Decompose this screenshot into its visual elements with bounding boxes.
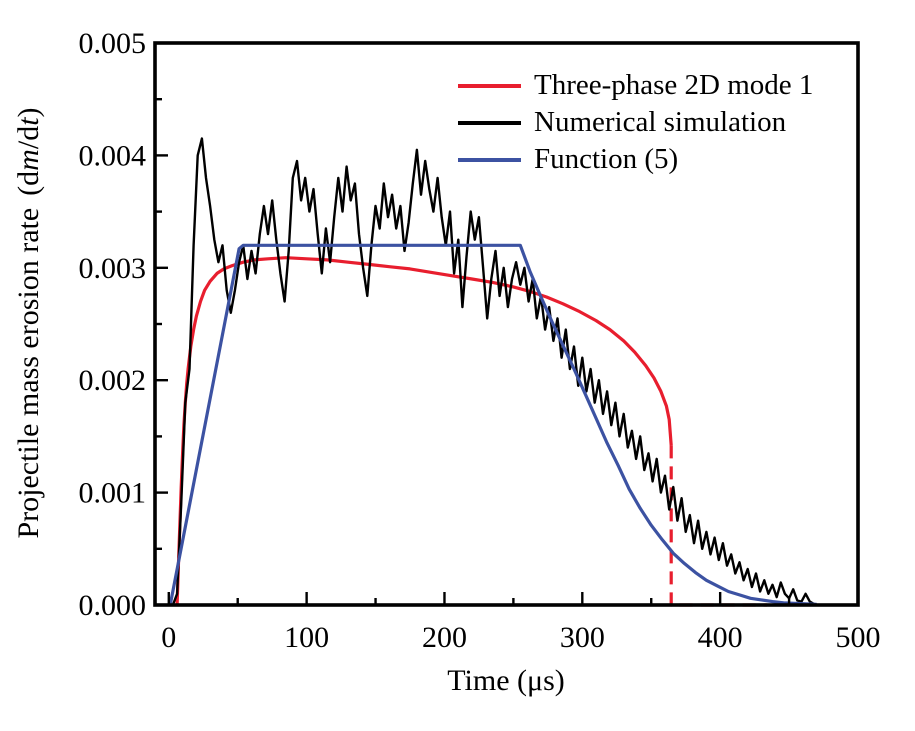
legend-line-black xyxy=(458,120,521,125)
y-axis-unit-open: (d xyxy=(12,170,45,196)
y-axis-unit-m: m xyxy=(12,149,45,171)
y-axis-title-text: Projectile mass erosion rate xyxy=(12,207,45,539)
legend-item-numerical: Numerical simulation xyxy=(458,104,813,141)
x-tick-label: 400 xyxy=(698,621,743,654)
y-tick-label: 0.003 xyxy=(79,252,147,285)
series-0-line xyxy=(175,256,673,606)
legend-item-function5: Function (5) xyxy=(458,141,813,178)
legend-line-blue xyxy=(458,157,521,162)
x-axis-title: Time (μs) xyxy=(447,664,565,697)
x-tick-label: 100 xyxy=(284,621,329,654)
series-3-line xyxy=(168,243,817,606)
y-tick-label: 0.001 xyxy=(79,477,147,510)
y-axis-unit-slash: /d xyxy=(12,125,45,150)
x-tick-label: 0 xyxy=(161,621,176,654)
x-tick-label: 500 xyxy=(836,621,881,654)
x-tick-label: 300 xyxy=(560,621,605,654)
y-axis-unit-t: t xyxy=(12,117,45,126)
y-tick-label: 0.002 xyxy=(79,364,147,397)
legend: Three-phase 2D mode 1 Numerical simulati… xyxy=(458,67,813,178)
y-axis-unit-close: ) xyxy=(12,107,45,118)
series-2-line xyxy=(168,137,819,607)
legend-line-red xyxy=(458,83,521,88)
y-tick-label: 0.004 xyxy=(79,139,147,172)
x-tick-label: 200 xyxy=(422,621,467,654)
legend-item-three-phase: Three-phase 2D mode 1 xyxy=(458,67,813,104)
y-axis-title: Projectile mass erosion rate (dm/dt) xyxy=(12,43,54,603)
legend-label: Function (5) xyxy=(534,143,679,175)
legend-label: Numerical simulation xyxy=(534,106,787,138)
y-tick-label: 0.005 xyxy=(79,27,147,60)
y-tick-label: 0.000 xyxy=(79,589,147,622)
legend-label: Three-phase 2D mode 1 xyxy=(534,69,814,101)
